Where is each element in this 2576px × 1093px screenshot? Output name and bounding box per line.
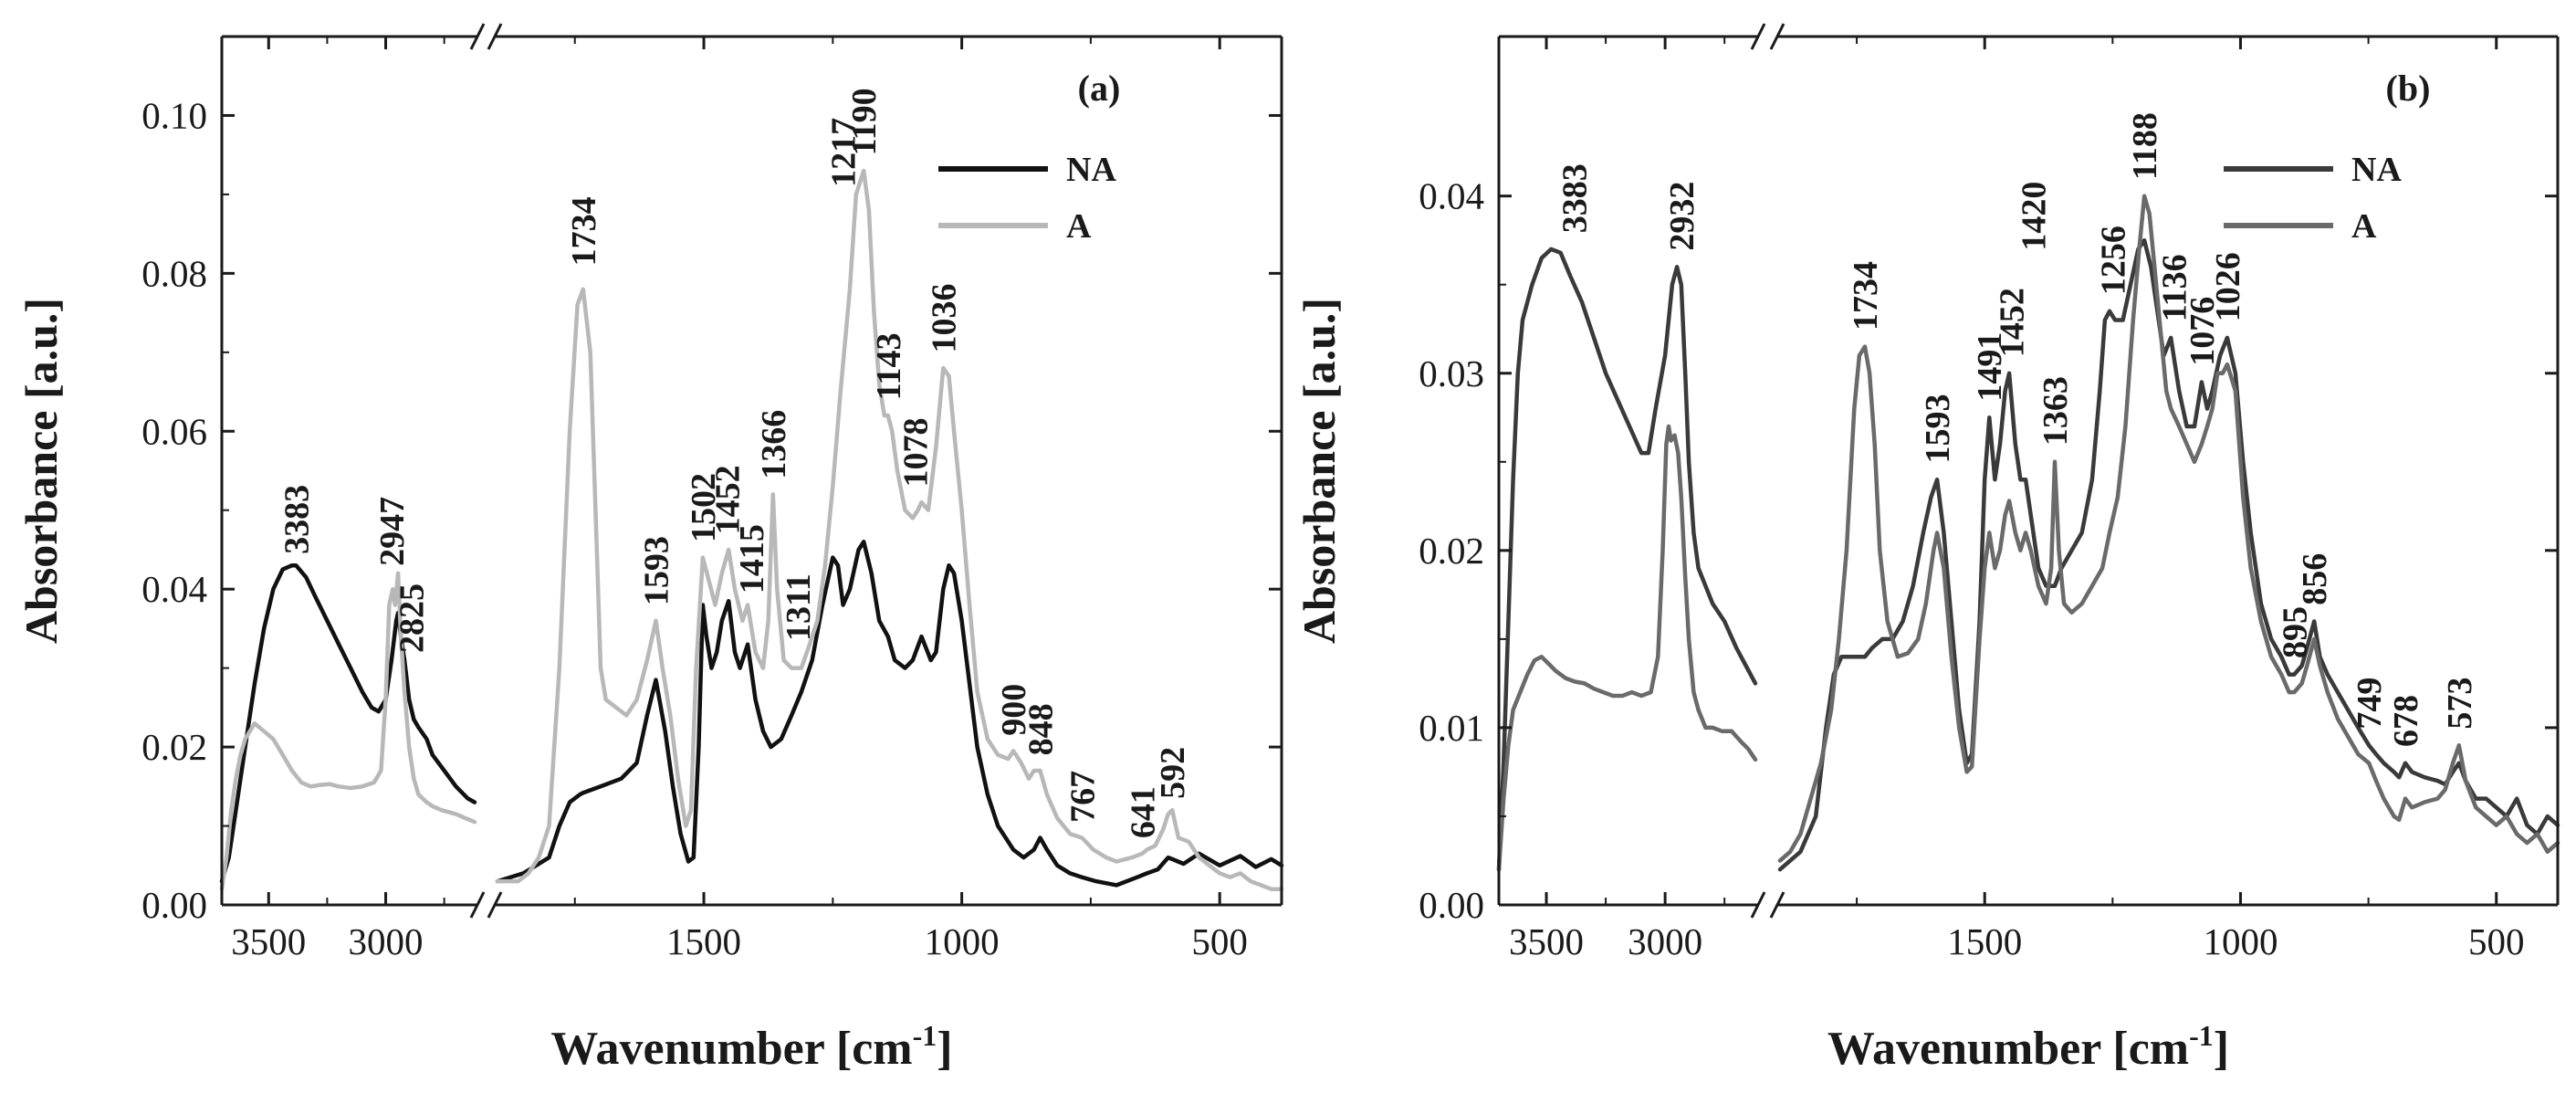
y-tick-label: 0.03 <box>1419 352 1484 394</box>
peak-label: 1188 <box>2126 112 2164 180</box>
peak-label: 1415 <box>733 524 771 594</box>
peak-label: 2825 <box>393 583 432 653</box>
x-tick-label: 500 <box>2468 920 2525 962</box>
peak-label: 1420 <box>2015 182 2053 251</box>
y-tick-label: 0.08 <box>141 252 207 294</box>
peak-label: 1734 <box>565 196 603 266</box>
axis-break-mark <box>487 891 503 919</box>
y-tick-label: 0.10 <box>141 94 207 136</box>
peak-label: 1026 <box>2209 252 2247 321</box>
x-tick-label: 3000 <box>1628 920 1702 962</box>
series-line-a-segment-2 <box>1777 194 2560 863</box>
x-tick-label: 500 <box>1191 920 1248 962</box>
peak-label: 900 <box>995 684 1033 736</box>
peak-label: 856 <box>2296 553 2334 605</box>
peak-label: 1366 <box>755 410 793 479</box>
y-tick-label: 0.04 <box>141 568 207 610</box>
x-tick-label: 1000 <box>2203 920 2278 962</box>
peak-label: 767 <box>1063 771 1102 823</box>
series-line-a-segment-2 <box>495 168 1284 891</box>
peak-label: 2932 <box>1663 182 1702 251</box>
y-axis-label: Absorbance [a.u.] <box>16 298 67 644</box>
peak-label: 1452 <box>708 465 747 534</box>
axis-break-mark <box>487 23 503 50</box>
peak-label: 1036 <box>925 283 963 352</box>
series-line-na-segment-2 <box>1777 237 2560 872</box>
x-tick-label: 3000 <box>349 920 424 962</box>
peak-label: 1502 <box>685 473 723 542</box>
peak-label: 1593 <box>1919 394 1957 464</box>
axis-break-mark <box>1769 891 1785 919</box>
x-axis-label: Wavenumber [cm-1] <box>550 1019 952 1075</box>
peak-label: 1734 <box>1847 261 1885 331</box>
axis-break-mark <box>1750 23 1766 50</box>
legend-label-na: NA <box>2351 151 2402 189</box>
legend-label-a: A <box>2351 207 2377 246</box>
y-tick-label: 0.02 <box>141 726 207 768</box>
y-tick-label: 0.04 <box>1419 175 1484 217</box>
y-tick-label: 0.02 <box>1419 530 1484 572</box>
peak-label: 895 <box>2276 606 2314 658</box>
peak-label: 1078 <box>897 417 936 487</box>
peak-label: 641 <box>1124 786 1162 838</box>
x-tick-label: 1000 <box>925 920 1000 962</box>
y-tick-label: 0.00 <box>141 884 207 926</box>
x-tick-label: 3500 <box>1509 920 1584 962</box>
peak-label: 592 <box>1154 747 1192 799</box>
peak-label: 1217 <box>825 118 864 187</box>
peak-label: 1256 <box>2094 226 2132 295</box>
peak-label: 1136 <box>2156 254 2194 321</box>
x-axis-label: Wavenumber [cm-1] <box>1827 1019 2229 1075</box>
peak-label: 1311 <box>780 573 818 641</box>
peak-label: 2947 <box>373 497 412 566</box>
peak-label: 678 <box>2387 695 2425 747</box>
axis-break-mark <box>469 891 486 919</box>
legend-label-na: NA <box>1066 151 1116 189</box>
legend-label-a: A <box>1066 207 1092 246</box>
peak-label: 1452 <box>1993 288 2031 357</box>
axis-break-mark <box>469 23 486 50</box>
peak-label: 573 <box>2441 678 2479 730</box>
x-tick-label: 1500 <box>666 920 741 962</box>
peak-label: 848 <box>1022 703 1061 755</box>
series-line-a-segment-1 <box>219 571 477 891</box>
chart-panel-1: 0.00 0.02 0.04 0.06 0.08 0.10 3500 3000 1500 1000… <box>16 23 1284 1075</box>
axes-frame <box>1497 23 2560 919</box>
series-line-na-segment-1 <box>219 562 477 884</box>
peak-label: 1363 <box>2037 376 2075 446</box>
panel-label: (b) <box>2386 68 2431 109</box>
y-tick-label: 0.01 <box>1419 707 1484 749</box>
y-tick-label: 0.00 <box>1419 884 1484 926</box>
peak-label: 3383 <box>277 485 316 554</box>
peak-label: 1143 <box>870 332 908 400</box>
axis-break-mark <box>1769 23 1785 50</box>
peak-label: 1190 <box>845 88 884 155</box>
y-axis-label: Absorbance [a.u.] <box>1293 298 1345 644</box>
series-line-a-segment-1 <box>1496 424 1758 872</box>
panel-label: (a) <box>1078 68 1121 109</box>
x-tick-label: 3500 <box>231 920 306 962</box>
peak-label: 1076 <box>2183 297 2222 366</box>
axis-break-mark <box>1750 891 1766 919</box>
x-tick-label: 1500 <box>1947 920 2022 962</box>
peak-label: 1593 <box>637 536 675 605</box>
peak-label: 749 <box>2351 678 2389 730</box>
peak-label: 1491 <box>1971 332 2009 402</box>
series-line-na-segment-1 <box>1496 247 1758 872</box>
chart-panel-2: 0.00 0.01 0.02 0.03 0.04 3500 3000 1500 1000 500 W… <box>1293 23 2560 1075</box>
series-line-na-segment-2 <box>495 540 1284 888</box>
peak-label: 3383 <box>1555 163 1594 233</box>
axes-frame <box>220 23 1283 919</box>
y-tick-label: 0.06 <box>141 410 207 452</box>
